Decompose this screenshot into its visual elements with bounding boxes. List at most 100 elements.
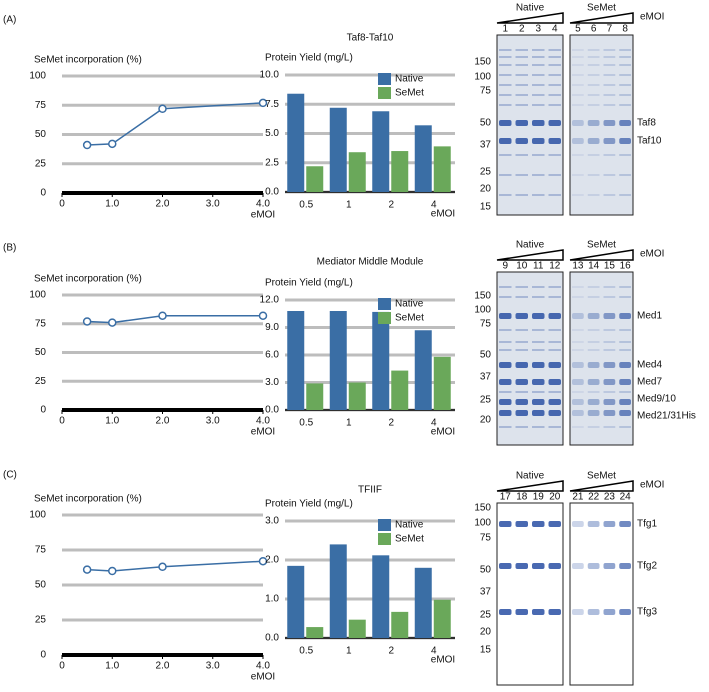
wedge (569, 249, 634, 261)
y-tick-label: 75 (35, 318, 47, 329)
band (548, 174, 561, 176)
band (603, 94, 616, 96)
lane-number: 3 (535, 24, 541, 35)
lane-number: 10 (516, 261, 528, 272)
gel-axis-label: eMOI (640, 12, 664, 23)
band (572, 341, 584, 343)
band (532, 286, 545, 288)
band (587, 138, 600, 144)
bar (329, 544, 347, 638)
lane-number: 24 (620, 492, 632, 503)
band (603, 341, 616, 343)
band (499, 84, 512, 86)
band-label: Taf10 (637, 136, 662, 147)
band (587, 174, 600, 176)
band (587, 609, 600, 615)
legend-label: SeMet (395, 313, 424, 324)
bar (372, 311, 390, 410)
band (587, 104, 600, 106)
bar (372, 555, 390, 638)
x-tick-label: 0 (59, 416, 65, 427)
band (548, 609, 561, 615)
marker-label: 150 (474, 291, 491, 302)
bar (433, 146, 451, 192)
y-tick-label: 0 (40, 188, 46, 199)
band (603, 426, 616, 428)
bar (414, 330, 432, 410)
band (572, 74, 584, 76)
band (619, 391, 631, 393)
y-tick-label: 25 (35, 376, 47, 387)
band (532, 104, 545, 106)
band (548, 391, 561, 393)
x-tick-label: 2 (388, 200, 394, 211)
y-axis-label: Protein Yield (mg/L) (265, 499, 353, 510)
band (532, 563, 545, 569)
y-axis-label: Protein Yield (mg/L) (265, 278, 353, 289)
marker-label: 20 (480, 184, 492, 195)
band (499, 410, 512, 416)
x-tick-label: 0 (59, 661, 65, 672)
band (619, 329, 631, 331)
x-tick-label: 0.5 (299, 646, 313, 657)
chart-title: Taf8-Taf10 (347, 33, 394, 44)
lane-number: 18 (516, 492, 528, 503)
band (548, 74, 561, 76)
band (515, 609, 528, 615)
band (603, 296, 616, 298)
lane-number: 15 (604, 261, 616, 272)
bar (287, 93, 305, 192)
band (619, 349, 631, 351)
bar (287, 565, 305, 638)
band (515, 194, 528, 196)
band (603, 313, 616, 319)
panel-label: (C) (3, 470, 17, 481)
x-tick-label: 3.0 (206, 416, 220, 427)
y-tick-label: 75 (35, 100, 47, 111)
band (603, 154, 616, 156)
band (572, 313, 584, 319)
x-axis-label: eMOI (431, 655, 455, 666)
x-tick-label: 2.0 (156, 416, 170, 427)
y-tick-label: 2.5 (265, 157, 279, 168)
band (619, 286, 631, 288)
band (515, 120, 528, 126)
band (515, 379, 528, 385)
band (619, 194, 631, 196)
band (532, 329, 545, 331)
band (548, 426, 561, 428)
band (619, 74, 631, 76)
bar (433, 356, 451, 410)
band (587, 362, 600, 368)
band (515, 64, 528, 66)
lane-number: 22 (588, 492, 600, 503)
band (499, 74, 512, 76)
y-tick-label: 7.5 (265, 99, 279, 110)
band (587, 410, 600, 416)
marker-label: 100 (474, 305, 491, 316)
band (548, 64, 561, 66)
band (548, 379, 561, 385)
x-tick-label: 2.0 (156, 661, 170, 672)
legend-label: Native (395, 520, 424, 531)
band (619, 120, 631, 126)
group-label: Native (516, 240, 545, 251)
bar (306, 383, 324, 410)
marker-label: 15 (480, 202, 492, 213)
gel (569, 271, 634, 446)
chart-title: TFIIF (358, 485, 382, 496)
legend-label: Native (395, 299, 424, 310)
bar (287, 311, 305, 410)
band (572, 609, 584, 615)
band (603, 104, 616, 106)
lane-number: 16 (620, 261, 632, 272)
band (603, 410, 616, 416)
band (499, 379, 512, 385)
y-tick-label: 0 (40, 405, 46, 416)
chart-title: Mediator Middle Module (317, 257, 424, 268)
y-tick-label: 50 (35, 580, 47, 591)
point (82, 317, 92, 326)
y-tick-label: 50 (35, 129, 47, 140)
band (572, 349, 584, 351)
panel-label: (B) (3, 243, 16, 254)
